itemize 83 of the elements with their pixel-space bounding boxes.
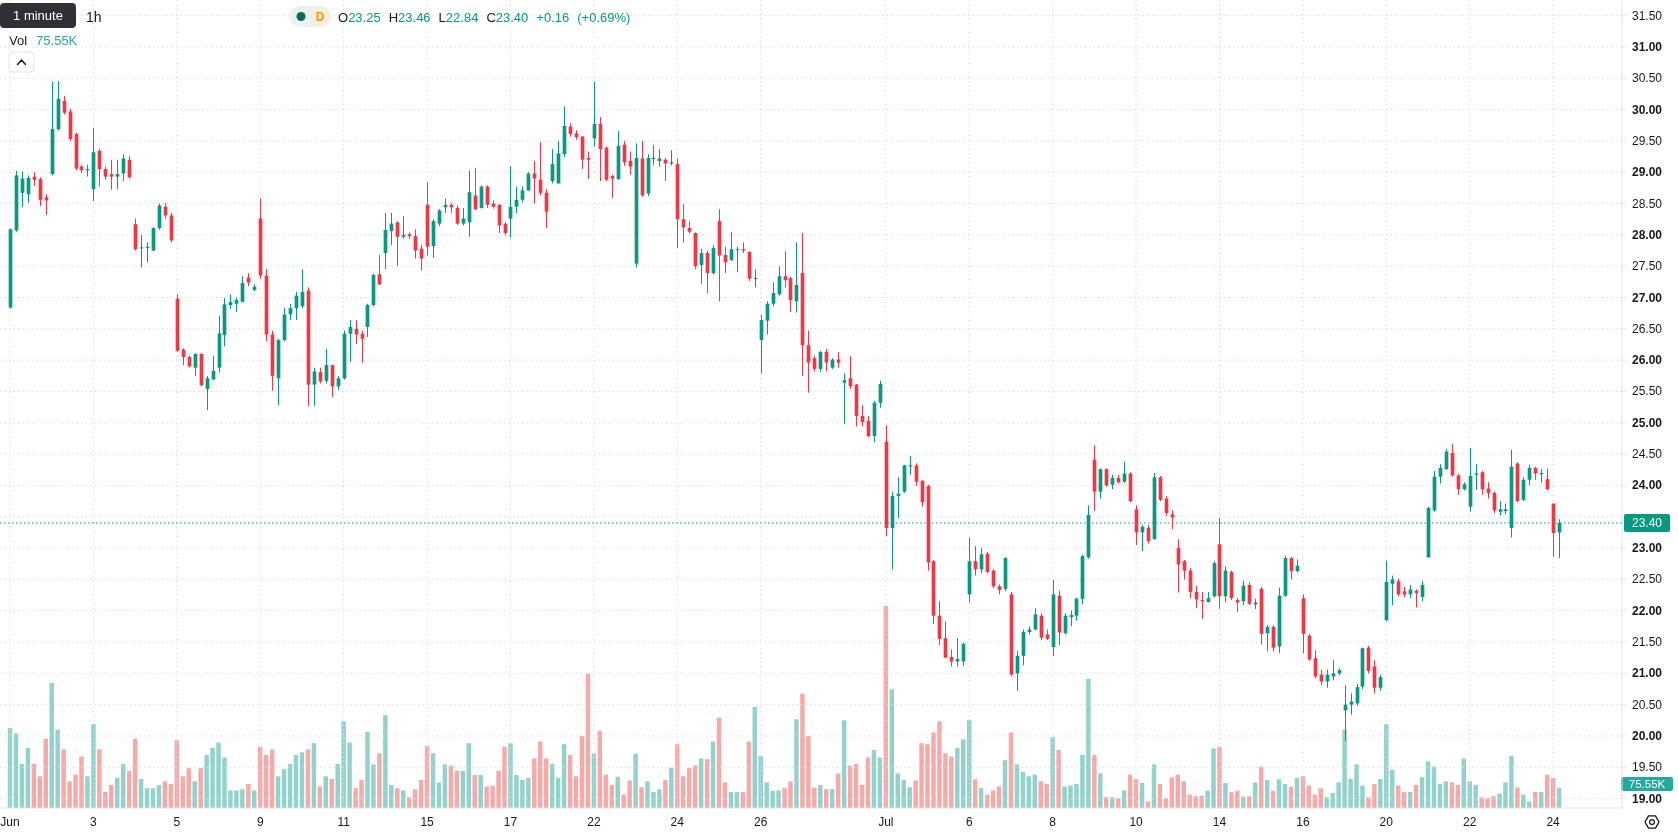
y-tick-label: 30.50 <box>1631 71 1663 86</box>
y-tick-label: 21.50 <box>1631 635 1663 650</box>
x-tick-label: Jun <box>0 815 20 829</box>
y-tick-label: 26.00 <box>1631 353 1663 368</box>
text: 1h <box>86 8 102 25</box>
y-tick-label: 27.00 <box>1631 290 1663 305</box>
ref-line-label: 23.40 <box>1631 516 1663 531</box>
y-tick-label: 23.00 <box>1631 541 1663 556</box>
x-tick-label: Jul <box>878 815 894 829</box>
bar <box>1217 746 1222 808</box>
y-tick-label: 19.50 <box>1631 760 1663 775</box>
y-tick-label: 28.00 <box>1631 227 1663 242</box>
bar <box>663 779 668 808</box>
bar <box>1098 773 1103 808</box>
x-tick-label: 17 <box>503 815 518 829</box>
bar <box>472 775 477 808</box>
bar <box>1056 750 1061 808</box>
y-tick-label: 21.00 <box>1631 666 1663 681</box>
bar <box>198 768 203 808</box>
x-tick-label: 22 <box>1463 815 1477 829</box>
bar <box>1050 737 1055 808</box>
x-tick-label: 11 <box>337 815 351 829</box>
bar <box>1515 787 1520 808</box>
bar <box>615 776 620 808</box>
bar <box>246 783 251 808</box>
y-tick-label: 27.50 <box>1631 259 1663 274</box>
y-tick-label: 20.00 <box>1631 728 1663 743</box>
x-tick-label: 26 <box>754 815 768 829</box>
y-tick-label: 29.00 <box>1631 165 1663 180</box>
y-tick-label: 26.50 <box>1631 321 1663 336</box>
bar <box>395 788 400 808</box>
x-tick-label: 24 <box>1546 815 1561 829</box>
candlestick <box>908 455 913 476</box>
x-tick-label: 15 <box>420 815 435 829</box>
y-tick-label: 29.50 <box>1631 133 1663 148</box>
text: 75.55K <box>36 32 78 48</box>
bar <box>818 784 823 808</box>
text: O23.25 H23.46 L22.84 C23.40 +0.16 (+0.69%) <box>338 9 631 24</box>
y-tick-label: 31.50 <box>1631 8 1663 23</box>
y-tick-label: 22.50 <box>1631 572 1663 587</box>
candlestick <box>1390 575 1395 606</box>
x-tick-label: 5 <box>173 815 181 829</box>
x-tick-label: 6 <box>965 815 973 829</box>
bar <box>252 790 257 808</box>
bar <box>639 787 644 808</box>
x-tick-label: 14 <box>1212 815 1227 829</box>
y-tick-label: 30.00 <box>1631 102 1663 117</box>
y-tick-label: 22.00 <box>1631 603 1663 618</box>
annotation: D <box>315 9 325 24</box>
y-tick-label: 31.00 <box>1631 39 1663 54</box>
bar <box>192 781 197 808</box>
candlestick <box>109 159 114 191</box>
bar <box>377 753 382 808</box>
x-tick-label: 20 <box>1379 815 1394 829</box>
x-tick-label: 8 <box>1049 815 1057 829</box>
annotation: 1 minute <box>13 8 63 23</box>
y-tick-label: 25.50 <box>1631 384 1663 399</box>
bar <box>1104 797 1109 808</box>
y-tick-label: 25.00 <box>1631 415 1663 430</box>
x-tick-label: 22 <box>587 815 601 829</box>
y-tick-label: 19.00 <box>1631 791 1663 806</box>
bar <box>478 775 483 808</box>
candlestick <box>115 159 120 190</box>
bar <box>1223 782 1228 808</box>
y-tick-label: 28.50 <box>1631 196 1663 211</box>
y-tick-label: 24.50 <box>1631 447 1663 462</box>
x-tick-label: 10 <box>1129 815 1144 829</box>
x-tick-label: 24 <box>670 815 685 829</box>
x-tick-label: 3 <box>90 815 98 829</box>
chart-title: Vol <box>9 32 28 48</box>
x-tick-label: 9 <box>256 815 264 829</box>
bar <box>633 753 638 808</box>
y-tick-label: 24.00 <box>1631 478 1663 493</box>
text: 75.55K <box>1628 778 1666 791</box>
candlestick <box>610 174 615 199</box>
bar <box>329 778 334 808</box>
candlestick <box>842 372 847 425</box>
x-tick-label: 16 <box>1296 815 1310 829</box>
bar <box>669 767 674 808</box>
y-tick-label: 20.50 <box>1631 697 1663 712</box>
bar <box>1241 796 1246 808</box>
bar <box>794 719 799 808</box>
bar <box>1092 754 1097 808</box>
